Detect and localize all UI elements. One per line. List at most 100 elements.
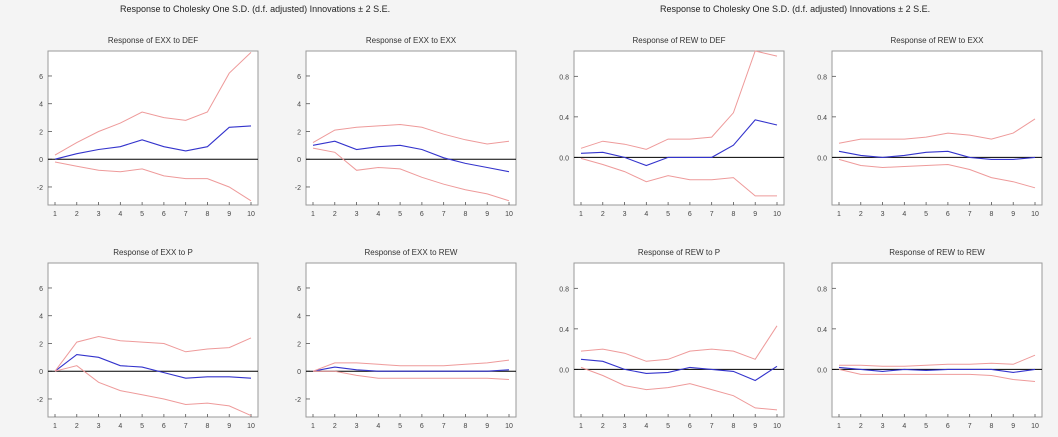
x-tick-label: 10 xyxy=(247,423,255,430)
y-tick-label: 2 xyxy=(297,129,301,136)
y-tick-label: 0.0 xyxy=(559,155,569,162)
response-line xyxy=(838,150,1036,160)
y-tick-label: 4 xyxy=(39,314,43,321)
x-tick-label: 4 xyxy=(644,423,648,430)
y-tick-label: 6 xyxy=(297,286,301,293)
x-tick-label: 1 xyxy=(579,211,583,218)
x-tick-label: 1 xyxy=(311,423,315,430)
x-tick-label: 3 xyxy=(881,211,885,218)
lower-band-line xyxy=(580,366,778,411)
upper-band-line xyxy=(838,118,1036,144)
chart-panel-1: Response of EXX to DEF -2 0 2 4 6 1 2 3 4 5 6 7 8 9 10 xyxy=(37,36,259,218)
x-tick-label: 10 xyxy=(505,423,513,430)
x-tick-label: 2 xyxy=(333,423,337,430)
x-tick-label: 8 xyxy=(731,423,735,430)
y-tick-label: 6 xyxy=(297,74,301,81)
x-tick-label: 10 xyxy=(1031,423,1039,430)
x-tick-label: 3 xyxy=(623,211,627,218)
x-tick-label: 7 xyxy=(710,423,714,430)
x-tick-label: 9 xyxy=(753,211,757,218)
x-tick-label: 3 xyxy=(623,423,627,430)
plot-area xyxy=(305,262,517,418)
plot-area xyxy=(305,50,517,206)
y-tick-label: 4 xyxy=(297,314,301,321)
chart-panel-4: Response of REW to EXX 0.0 0.4 0.8 1 2 3 4 5 6 7 8 9… xyxy=(817,36,1043,218)
x-tick-label: 1 xyxy=(837,211,841,218)
panel-title: Response of EXX to EXX xyxy=(366,36,457,45)
x-tick-label: 1 xyxy=(53,211,57,218)
x-tick-label: 8 xyxy=(731,211,735,218)
lower-band-line xyxy=(54,365,252,417)
chart-panel-6: Response of EXX to REW -2 0 2 4 6 1 2 3 4 5 6 7 8 9 10 xyxy=(295,248,517,430)
x-tick-label: 4 xyxy=(376,211,380,218)
response-line xyxy=(580,119,778,167)
response-line xyxy=(312,140,510,173)
x-tick-label: 3 xyxy=(97,423,101,430)
panel-title: Response of EXX to P xyxy=(113,248,193,257)
x-tick-label: 7 xyxy=(184,211,188,218)
y-tick-label: 0.0 xyxy=(817,155,827,162)
x-tick-label: 9 xyxy=(227,211,231,218)
x-tick-label: 1 xyxy=(53,423,57,430)
x-tick-label: 5 xyxy=(924,423,928,430)
y-tick-label: 0 xyxy=(39,157,43,164)
y-tick-label: -2 xyxy=(295,185,301,192)
x-tick-label: 6 xyxy=(946,211,950,218)
x-tick-label: 9 xyxy=(485,211,489,218)
y-tick-label: 0.8 xyxy=(559,74,569,81)
plot-area xyxy=(47,50,259,206)
x-tick-label: 9 xyxy=(753,423,757,430)
x-tick-label: 7 xyxy=(968,423,972,430)
y-tick-label: -2 xyxy=(295,397,301,404)
response-line xyxy=(838,366,1036,373)
lower-band-line xyxy=(580,157,777,197)
x-tick-label: 8 xyxy=(989,211,993,218)
response-line xyxy=(54,125,252,160)
upper-band-line xyxy=(312,123,510,145)
x-tick-label: 4 xyxy=(902,211,906,218)
x-tick-label: 9 xyxy=(1011,211,1015,218)
response-line xyxy=(580,358,778,382)
x-tick-label: 4 xyxy=(376,423,380,430)
x-tick-label: 5 xyxy=(140,211,144,218)
x-tick-label: 8 xyxy=(463,423,467,430)
y-tick-label: 6 xyxy=(39,74,43,81)
y-tick-label: 0.4 xyxy=(817,327,827,334)
x-tick-label: 6 xyxy=(420,423,424,430)
x-tick-label: 4 xyxy=(118,211,122,218)
x-tick-label: 10 xyxy=(773,211,781,218)
left-figure-title: Response to Cholesky One S.D. (d.f. adju… xyxy=(120,4,391,14)
x-tick-label: 1 xyxy=(311,211,315,218)
x-tick-label: 10 xyxy=(1031,211,1039,218)
x-tick-label: 5 xyxy=(398,211,402,218)
x-tick-label: 6 xyxy=(420,211,424,218)
chart-panel-2: Response of EXX to EXX -2 0 2 4 6 1 2 3 4 5 6 7 8 9 10 xyxy=(295,36,517,218)
y-tick-label: -2 xyxy=(37,185,43,192)
response-line xyxy=(54,354,252,379)
x-tick-label: 2 xyxy=(75,211,79,218)
x-tick-label: 6 xyxy=(946,423,950,430)
x-tick-label: 7 xyxy=(442,211,446,218)
x-tick-label: 2 xyxy=(601,211,605,218)
upper-band-line xyxy=(54,52,252,156)
chart-panel-8: Response of REW to REW 0.0 0.4 0.8 1 2 3 4 5 6 7 8 9… xyxy=(817,248,1043,430)
y-tick-label: 4 xyxy=(39,102,43,109)
x-tick-label: 4 xyxy=(118,423,122,430)
upper-band-line xyxy=(312,359,510,372)
plot-area xyxy=(573,50,785,206)
chart-panel-7: Response of REW to P 0.0 0.4 0.8 1 2 3 4 5 6 7 8 9 10 xyxy=(559,248,785,430)
plot-area xyxy=(831,50,1043,206)
x-tick-label: 2 xyxy=(333,211,337,218)
x-tick-label: 7 xyxy=(442,423,446,430)
lower-band-line xyxy=(312,147,510,202)
upper-band-line xyxy=(839,354,1036,367)
lower-band-line xyxy=(838,368,1036,382)
y-tick-label: 0 xyxy=(39,369,43,376)
chart-panel-3: Response of REW to DEF 0.0 0.4 0.8 1 2 3 4 5 6 7 8 9… xyxy=(559,36,785,218)
x-tick-label: 2 xyxy=(859,423,863,430)
x-tick-label: 3 xyxy=(97,211,101,218)
x-tick-label: 6 xyxy=(688,211,692,218)
plot-area xyxy=(47,262,259,418)
